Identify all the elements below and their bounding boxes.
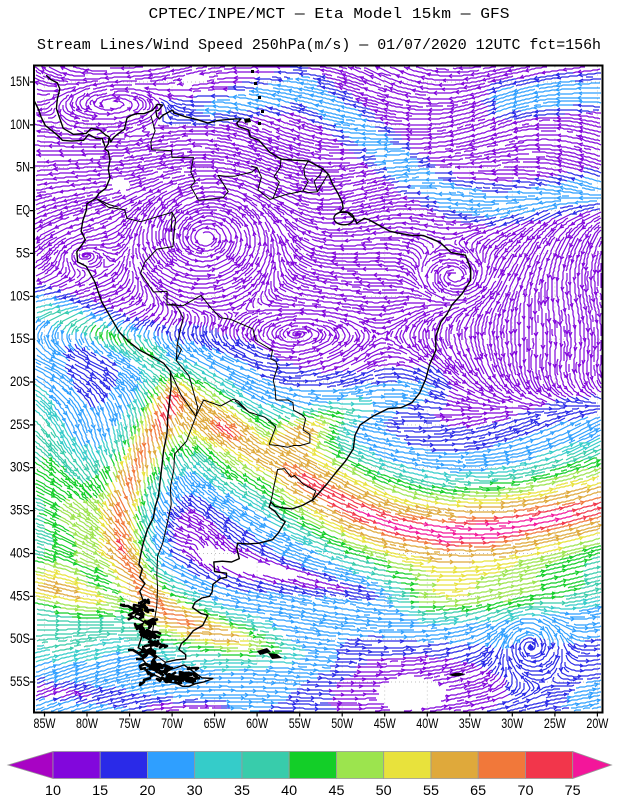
svg-text:40W: 40W — [416, 715, 439, 731]
svg-text:65W: 65W — [204, 715, 227, 731]
svg-text:25S: 25S — [10, 416, 30, 432]
svg-text:70W: 70W — [161, 715, 184, 731]
svg-text:CPTEC/INPE/MCT — Eta Model 15: CPTEC/INPE/MCT — Eta Model 15km — GFS — [149, 6, 510, 23]
svg-text:75W: 75W — [119, 715, 142, 731]
svg-text:55W: 55W — [289, 715, 312, 731]
svg-text:45: 45 — [329, 782, 345, 798]
svg-text:EQ: EQ — [16, 202, 30, 218]
svg-text:40S: 40S — [10, 545, 30, 561]
svg-text:85W: 85W — [34, 715, 57, 731]
svg-text:10: 10 — [45, 782, 61, 798]
svg-text:80W: 80W — [76, 715, 99, 731]
svg-text:20W: 20W — [586, 715, 609, 731]
svg-text:20: 20 — [140, 782, 156, 798]
svg-text:75: 75 — [565, 782, 581, 798]
svg-text:30S: 30S — [10, 459, 30, 475]
svg-text:50: 50 — [376, 782, 392, 798]
svg-text:35W: 35W — [459, 715, 482, 731]
svg-text:5S: 5S — [16, 244, 30, 260]
svg-text:45S: 45S — [10, 587, 30, 603]
svg-text:35S: 35S — [10, 502, 30, 518]
svg-text:70: 70 — [518, 782, 534, 798]
svg-text:30W: 30W — [501, 715, 524, 731]
svg-text:40: 40 — [281, 782, 297, 798]
svg-text:60W: 60W — [246, 715, 269, 731]
svg-text:20S: 20S — [10, 373, 30, 389]
svg-text:65: 65 — [470, 782, 486, 798]
svg-text:5N: 5N — [16, 159, 30, 175]
svg-text:30: 30 — [187, 782, 203, 798]
svg-text:15: 15 — [92, 782, 108, 798]
svg-text:35: 35 — [234, 782, 250, 798]
svg-text:10S: 10S — [10, 287, 30, 303]
svg-text:Stream Lines/Wind Speed 250hPa: Stream Lines/Wind Speed 250hPa(m/s) — 01… — [37, 37, 601, 54]
svg-text:15S: 15S — [10, 330, 30, 346]
svg-text:55: 55 — [423, 782, 439, 798]
svg-text:15N: 15N — [10, 73, 30, 89]
svg-text:45W: 45W — [374, 715, 397, 731]
svg-text:25W: 25W — [544, 715, 567, 731]
svg-text:55S: 55S — [10, 673, 30, 689]
svg-text:50S: 50S — [10, 630, 30, 646]
svg-text:10N: 10N — [10, 116, 30, 132]
svg-text:50W: 50W — [331, 715, 354, 731]
